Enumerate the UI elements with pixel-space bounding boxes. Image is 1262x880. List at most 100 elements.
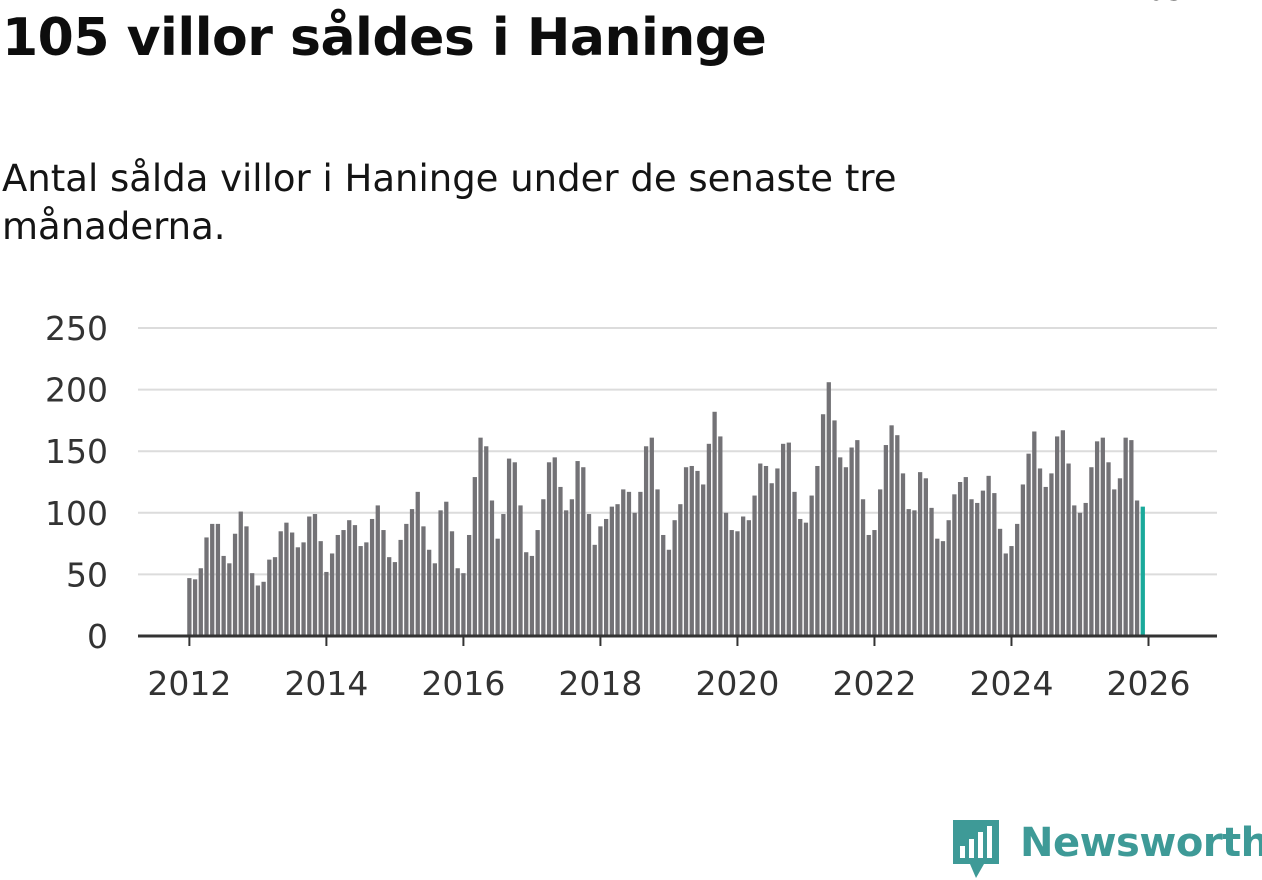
bar <box>307 516 312 636</box>
y-axis-ticks: 0 50 100 150 200 250 <box>45 309 108 656</box>
bar <box>1117 478 1123 636</box>
bar <box>1129 440 1134 636</box>
bar <box>666 549 672 636</box>
bar <box>1100 437 1105 636</box>
bar <box>449 531 455 636</box>
bar <box>1112 489 1117 636</box>
y-tick-label-50: 50 <box>66 555 108 594</box>
highlight-value-label: 105 <box>1128 0 1185 8</box>
bar-chart: 0 50 100 150 200 250 2012 2014 2016 2018 2020 2022… <box>45 0 1217 703</box>
bar <box>301 542 306 636</box>
bar <box>786 442 791 636</box>
bar <box>706 443 712 636</box>
bar <box>723 512 729 636</box>
bar <box>501 514 506 636</box>
bar <box>409 509 415 636</box>
bar <box>775 468 780 636</box>
y-tick-label-250: 250 <box>45 309 108 348</box>
bar <box>1009 546 1014 636</box>
bar <box>1072 505 1077 636</box>
bar <box>609 506 614 636</box>
bar <box>655 489 660 636</box>
bar <box>375 505 380 636</box>
bar <box>718 436 723 636</box>
bar <box>929 507 934 636</box>
bar <box>198 568 203 636</box>
bar <box>1043 486 1048 636</box>
bar <box>832 420 837 636</box>
bar <box>940 541 946 636</box>
bar <box>404 523 409 636</box>
bar <box>466 534 472 636</box>
bar <box>329 553 335 636</box>
chart-title: 105 villor såldes i Haninge <box>2 8 767 68</box>
x-tick-label-2014: 2014 <box>284 664 368 703</box>
bar <box>746 520 751 636</box>
bar <box>649 437 654 636</box>
bar <box>506 458 512 636</box>
bar <box>769 483 774 636</box>
bar <box>1003 553 1008 636</box>
bar-highlight <box>1140 506 1145 636</box>
bar <box>952 494 957 636</box>
bar <box>518 505 523 636</box>
bar <box>992 493 997 636</box>
bar <box>569 499 575 636</box>
bar <box>524 552 529 636</box>
bar <box>478 437 483 636</box>
bar <box>809 495 814 636</box>
bar <box>969 499 974 636</box>
bar <box>878 489 883 636</box>
newsworthy-logo-icon <box>953 820 999 878</box>
chart-subtitle: Antal sålda villor i Haninge under de se… <box>2 157 897 248</box>
bar <box>712 411 717 636</box>
bar <box>392 562 398 636</box>
bar <box>238 511 243 636</box>
bar <box>1123 437 1128 636</box>
bar <box>1032 431 1037 636</box>
bar <box>763 465 769 636</box>
bar <box>215 523 221 636</box>
bar <box>849 447 854 636</box>
bar <box>272 557 278 636</box>
bar <box>1077 512 1083 636</box>
bar <box>626 491 632 636</box>
bar <box>935 538 940 636</box>
bar <box>546 462 552 636</box>
bar <box>1049 473 1054 636</box>
bar <box>1106 462 1111 636</box>
bar <box>564 510 569 636</box>
bar <box>621 489 626 636</box>
bar <box>461 573 466 636</box>
bar <box>815 465 820 636</box>
bar <box>432 563 438 636</box>
bar <box>986 475 991 636</box>
bar <box>541 499 546 636</box>
bar <box>1015 523 1020 636</box>
bar <box>946 520 951 636</box>
bar <box>1037 468 1043 636</box>
bar <box>244 526 249 636</box>
bar <box>364 542 369 636</box>
bar <box>906 509 911 636</box>
bar <box>963 477 968 636</box>
bar <box>455 568 460 636</box>
bar <box>324 571 329 636</box>
bar <box>792 491 797 636</box>
bar <box>1055 436 1060 636</box>
bar <box>798 518 803 636</box>
bar <box>780 443 786 636</box>
bar <box>661 534 666 636</box>
bar <box>335 534 340 636</box>
bar <box>1083 502 1088 636</box>
bar <box>683 467 689 636</box>
bar <box>398 539 403 636</box>
bar <box>672 520 677 636</box>
bar <box>472 477 477 636</box>
bar <box>369 518 375 636</box>
bar <box>803 522 809 636</box>
bar <box>535 530 540 636</box>
bar <box>358 546 363 636</box>
bar <box>741 516 746 636</box>
bar <box>444 501 449 636</box>
